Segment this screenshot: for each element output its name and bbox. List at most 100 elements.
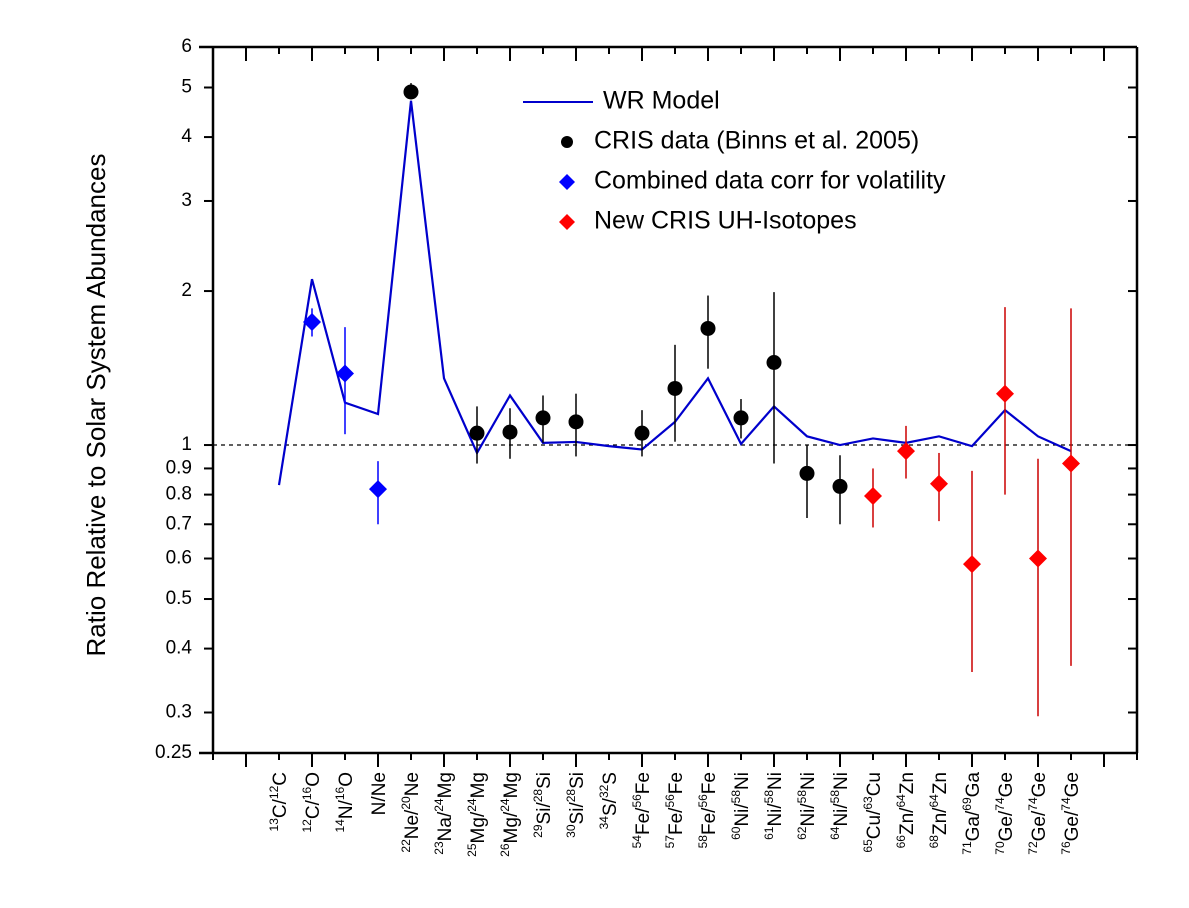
element-symbol: Fe — [699, 772, 720, 794]
y-tick-label: 0.9 — [166, 457, 192, 478]
element-symbol: / — [831, 803, 852, 809]
data-point-circle — [403, 84, 419, 100]
mass-number: 74 — [1059, 797, 1073, 811]
element-symbol: Ni — [765, 809, 786, 827]
y-tick-label: 0.5 — [166, 588, 192, 609]
element-symbol: Mg — [468, 772, 489, 798]
element-symbol: C — [303, 805, 324, 819]
element-symbol: / — [897, 807, 918, 813]
mass-number: 28 — [531, 789, 545, 803]
mass-number: 68 — [927, 835, 941, 849]
data-point-circle — [799, 465, 815, 481]
element-symbol: S — [600, 803, 621, 816]
data-point-circle — [568, 414, 584, 430]
data-point-diamond — [303, 312, 321, 331]
data-point-diamond — [336, 364, 354, 383]
element-symbol: Ge — [1062, 816, 1083, 841]
element-symbol: Si — [534, 772, 555, 789]
legend-label: New CRIS UH-Isotopes — [594, 207, 857, 235]
y-tick-label: 1 — [181, 434, 192, 455]
data-point-circle — [733, 410, 749, 426]
element-symbol: Zn — [930, 772, 951, 794]
data-point-circle — [667, 380, 683, 396]
mass-number: 58 — [795, 790, 809, 804]
x-tick-label: 29Si/28Si — [531, 772, 555, 838]
element-symbol: / — [1029, 810, 1050, 816]
x-tick-label: 70Ge/74Ge — [993, 772, 1017, 855]
x-tick-label: N/Ne — [369, 772, 390, 815]
element-symbol: Cu — [864, 772, 885, 796]
y-tick-label: 0.8 — [166, 484, 192, 505]
legend-circle-symbol — [561, 136, 573, 148]
element-symbol: / — [1062, 810, 1083, 816]
element-symbol: Ni — [732, 772, 753, 790]
y-tick-label: 0.4 — [166, 638, 193, 659]
y-tick-label: 0.3 — [166, 702, 192, 723]
mass-number: 56 — [696, 794, 710, 808]
x-tick-label: 23Na/24Mg — [432, 772, 456, 855]
element-symbol: / — [501, 811, 522, 817]
element-symbol: S — [600, 772, 621, 785]
element-symbol: O — [303, 772, 324, 787]
mass-number: 16 — [333, 786, 347, 800]
mass-number: 24 — [498, 798, 512, 812]
data-point-circle — [634, 425, 650, 441]
y-tick-label: 0.7 — [166, 513, 192, 534]
element-symbol: Fe — [666, 813, 687, 835]
y-tick-label: 3 — [181, 190, 192, 211]
element-symbol: Zn — [897, 813, 918, 835]
data-point-diamond — [897, 442, 915, 461]
mass-number: 28 — [564, 789, 578, 803]
mass-number: 13 — [267, 818, 281, 832]
element-symbol: / — [798, 803, 819, 809]
element-symbol: / — [765, 803, 786, 809]
legend: WR Model CRIS data (Binns et al. 2005) Co… — [523, 87, 946, 235]
mass-number: 29 — [531, 824, 545, 838]
mass-number: 24 — [465, 798, 479, 812]
mass-number: 63 — [861, 796, 875, 810]
data-point-diamond — [864, 487, 882, 506]
y-axis-title: Ratio Relative to Solar System Abundance… — [81, 154, 111, 657]
element-symbol: Cu — [864, 815, 885, 839]
data-points-group — [303, 83, 1080, 717]
element-symbol: Fe — [699, 813, 720, 835]
element-symbol: / — [732, 803, 753, 809]
element-symbol: / — [864, 809, 885, 815]
mass-number: 34 — [597, 816, 611, 830]
mass-number: 12 — [300, 819, 314, 833]
element-symbol: / — [699, 807, 720, 813]
element-symbol: / — [402, 809, 423, 815]
element-symbol: Mg — [468, 817, 489, 843]
mass-number: 76 — [1059, 841, 1073, 855]
element-symbol: O — [336, 772, 357, 787]
legend-label: WR Model — [603, 87, 720, 115]
element-symbol: Ge — [1062, 772, 1083, 797]
mass-number: 30 — [564, 824, 578, 838]
x-tick-label: 25Mg/24Mg — [465, 772, 489, 857]
mass-number: 74 — [1026, 797, 1040, 811]
legend-diamond-symbol — [559, 174, 575, 190]
mass-number: 65 — [861, 839, 875, 853]
x-tick-label: 60Ni/58Ni — [729, 772, 753, 840]
element-symbol: / — [963, 810, 984, 816]
element-symbol: Si — [567, 772, 588, 789]
x-tick-label: 30Si/28Si — [564, 772, 588, 838]
data-point-circle — [832, 478, 848, 494]
data-point-diamond — [1062, 454, 1080, 473]
x-tick-label: 26Mg/24Mg — [498, 772, 522, 857]
mass-number: 74 — [993, 797, 1007, 811]
mass-number: 24 — [432, 798, 446, 812]
element-symbol: Mg — [435, 772, 456, 798]
element-symbol: C — [270, 804, 291, 818]
mass-number: 62 — [795, 826, 809, 840]
mass-number: 58 — [828, 790, 842, 804]
mass-number: 64 — [894, 794, 908, 808]
data-point-circle — [469, 425, 485, 441]
mass-number: 72 — [1026, 841, 1040, 855]
element-symbol: Ni — [732, 809, 753, 827]
x-tick-label: 62Ni/58Ni — [795, 772, 819, 840]
mass-number: 16 — [300, 786, 314, 800]
axes — [199, 45, 1139, 767]
element-symbol: Mg — [501, 772, 522, 798]
